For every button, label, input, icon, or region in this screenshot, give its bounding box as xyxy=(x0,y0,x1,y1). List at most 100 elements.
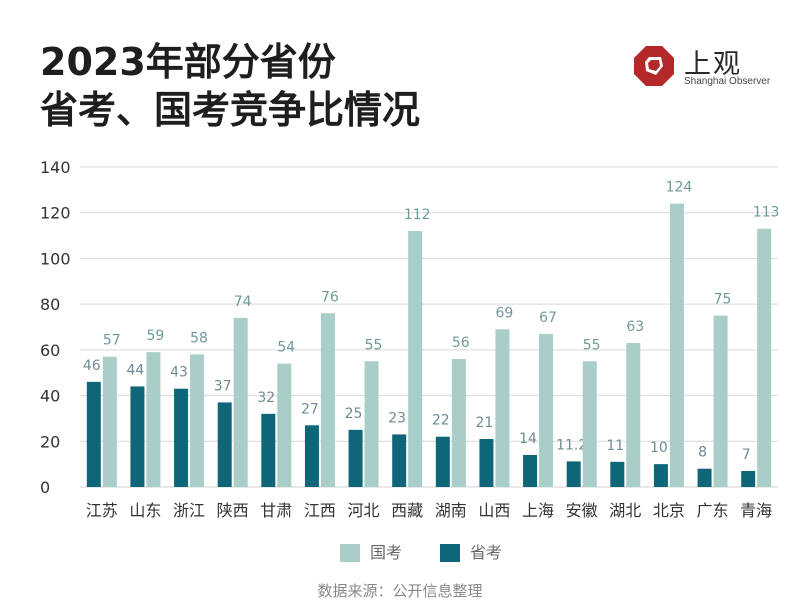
bar-guokao xyxy=(408,231,423,487)
bar-shengkao xyxy=(304,425,319,487)
data-label-shengkao: 43 xyxy=(170,365,188,381)
x-category-label: 安徽 xyxy=(566,501,598,520)
bar-guokao xyxy=(626,343,641,487)
bar-shengkao xyxy=(479,439,494,487)
data-label-shengkao: 11.2 xyxy=(556,437,587,453)
bar-shengkao xyxy=(348,429,363,487)
x-category-label: 西藏 xyxy=(391,501,423,520)
legend-swatch-shengkao xyxy=(440,544,460,562)
title-line-2: 省考、国考竞争比情况 xyxy=(40,88,421,132)
x-category-label: 广东 xyxy=(697,501,729,520)
legend-label-shengkao: 省考 xyxy=(470,543,503,562)
y-tick-label: 20 xyxy=(40,432,60,451)
legend-label-guokao: 国考 xyxy=(370,543,403,562)
bar-guokao xyxy=(539,333,554,487)
data-label-shengkao: 21 xyxy=(476,415,494,431)
data-label-guokao: 57 xyxy=(103,333,121,349)
bar-shengkao xyxy=(174,388,189,487)
data-label-guokao: 56 xyxy=(452,335,470,351)
data-label-shengkao: 22 xyxy=(432,413,450,429)
x-category-label: 湖南 xyxy=(435,501,467,520)
data-label-shengkao: 14 xyxy=(519,431,537,447)
bar-guokao xyxy=(669,203,684,488)
bar-guokao xyxy=(364,361,379,487)
data-label-shengkao: 25 xyxy=(345,406,363,422)
bar-shengkao xyxy=(217,402,232,487)
bar-shengkao xyxy=(523,455,538,487)
shanghai-observer-logo: 上观 Shanghai Observer xyxy=(632,44,782,94)
data-label-shengkao: 32 xyxy=(257,390,275,406)
logo-chinese-text: 上观 xyxy=(684,49,742,80)
x-category-label: 河北 xyxy=(348,501,380,520)
y-tick-label: 80 xyxy=(40,295,60,314)
data-label-guokao: 63 xyxy=(626,319,644,335)
bar-shengkao xyxy=(741,471,756,487)
x-category-label: 上海 xyxy=(522,501,554,520)
x-category-label: 山西 xyxy=(478,501,510,520)
data-label-guokao: 58 xyxy=(190,330,208,346)
data-label-shengkao: 11 xyxy=(606,438,624,454)
y-tick-label: 100 xyxy=(40,249,71,268)
data-label-shengkao: 44 xyxy=(127,362,145,378)
data-label-shengkao: 46 xyxy=(83,358,101,374)
x-category-label: 江苏 xyxy=(86,501,118,520)
bar-guokao xyxy=(320,313,335,487)
data-label-shengkao: 7 xyxy=(742,447,751,463)
bar-shengkao xyxy=(566,461,581,487)
data-label-guokao: 74 xyxy=(234,294,252,310)
data-label-guokao: 75 xyxy=(714,292,732,308)
bar-guokao xyxy=(102,356,117,487)
y-tick-label: 120 xyxy=(40,204,71,223)
bar-guokao xyxy=(277,363,292,487)
data-label-guokao: 124 xyxy=(666,180,693,196)
x-category-label: 湖北 xyxy=(609,501,641,520)
logo-core-icon xyxy=(648,60,660,71)
data-label-guokao: 54 xyxy=(277,340,295,356)
data-label-shengkao: 27 xyxy=(301,401,319,417)
bar-shengkao xyxy=(653,464,668,487)
data-label-shengkao: 10 xyxy=(650,440,668,456)
legend-swatch-guokao xyxy=(340,544,360,562)
data-label-guokao: 113 xyxy=(753,205,780,221)
x-category-label: 青海 xyxy=(740,501,772,520)
data-label-shengkao: 23 xyxy=(388,410,406,426)
y-tick-label: 140 xyxy=(40,158,71,177)
chart-title: 2023年部分省份 省考、国考竞争比情况 xyxy=(40,38,420,134)
bar-guokao xyxy=(233,317,248,487)
bar-guokao xyxy=(713,315,728,487)
data-label-guokao: 69 xyxy=(496,305,514,321)
y-tick-label: 60 xyxy=(40,341,60,360)
logo-english-text: Shanghai Observer xyxy=(684,76,771,87)
data-label-shengkao: 37 xyxy=(214,378,232,394)
data-label-guokao: 112 xyxy=(404,207,431,223)
data-source-note: 数据来源：公开信息整理 xyxy=(317,582,483,600)
bar-shengkao xyxy=(130,386,145,487)
data-label-guokao: 76 xyxy=(321,289,339,305)
bar-guokao xyxy=(757,228,772,487)
bar-guokao xyxy=(451,359,466,487)
bar-guokao xyxy=(146,352,161,487)
logo-mark-icon xyxy=(634,46,674,86)
bar-guokao xyxy=(582,361,597,487)
y-tick-label: 40 xyxy=(40,387,60,406)
bar-shengkao xyxy=(435,436,450,487)
bar-shengkao xyxy=(697,468,712,487)
data-label-shengkao: 8 xyxy=(698,445,707,461)
data-label-guokao: 59 xyxy=(147,328,165,344)
data-label-guokao: 67 xyxy=(539,310,557,326)
bar-shengkao xyxy=(261,413,276,487)
x-category-label: 北京 xyxy=(653,501,685,520)
bar-shengkao xyxy=(392,434,407,487)
x-category-label: 山东 xyxy=(129,501,161,520)
bar-guokao xyxy=(190,354,205,487)
title-line-1: 2023年部分省份 xyxy=(40,40,336,84)
y-tick-label: 0 xyxy=(40,478,50,497)
x-category-label: 江西 xyxy=(304,501,336,520)
x-category-label: 浙江 xyxy=(173,501,205,520)
data-label-guokao: 55 xyxy=(583,337,601,353)
x-category-label: 甘肃 xyxy=(260,501,292,520)
bar-shengkao xyxy=(610,461,625,487)
data-label-guokao: 55 xyxy=(365,337,383,353)
bar-shengkao xyxy=(86,381,101,487)
